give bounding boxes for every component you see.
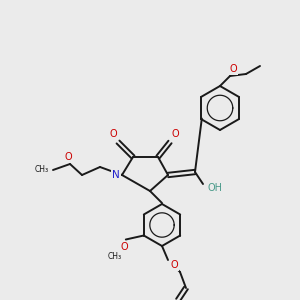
Text: O: O [229, 64, 237, 74]
Text: OH: OH [208, 183, 223, 193]
Text: O: O [170, 260, 178, 270]
Text: CH₃: CH₃ [35, 166, 49, 175]
Text: O: O [120, 242, 127, 251]
Text: O: O [109, 129, 117, 139]
Text: CH₃: CH₃ [108, 252, 122, 261]
Text: O: O [64, 152, 72, 162]
Text: O: O [171, 129, 179, 139]
Text: N: N [112, 170, 120, 180]
